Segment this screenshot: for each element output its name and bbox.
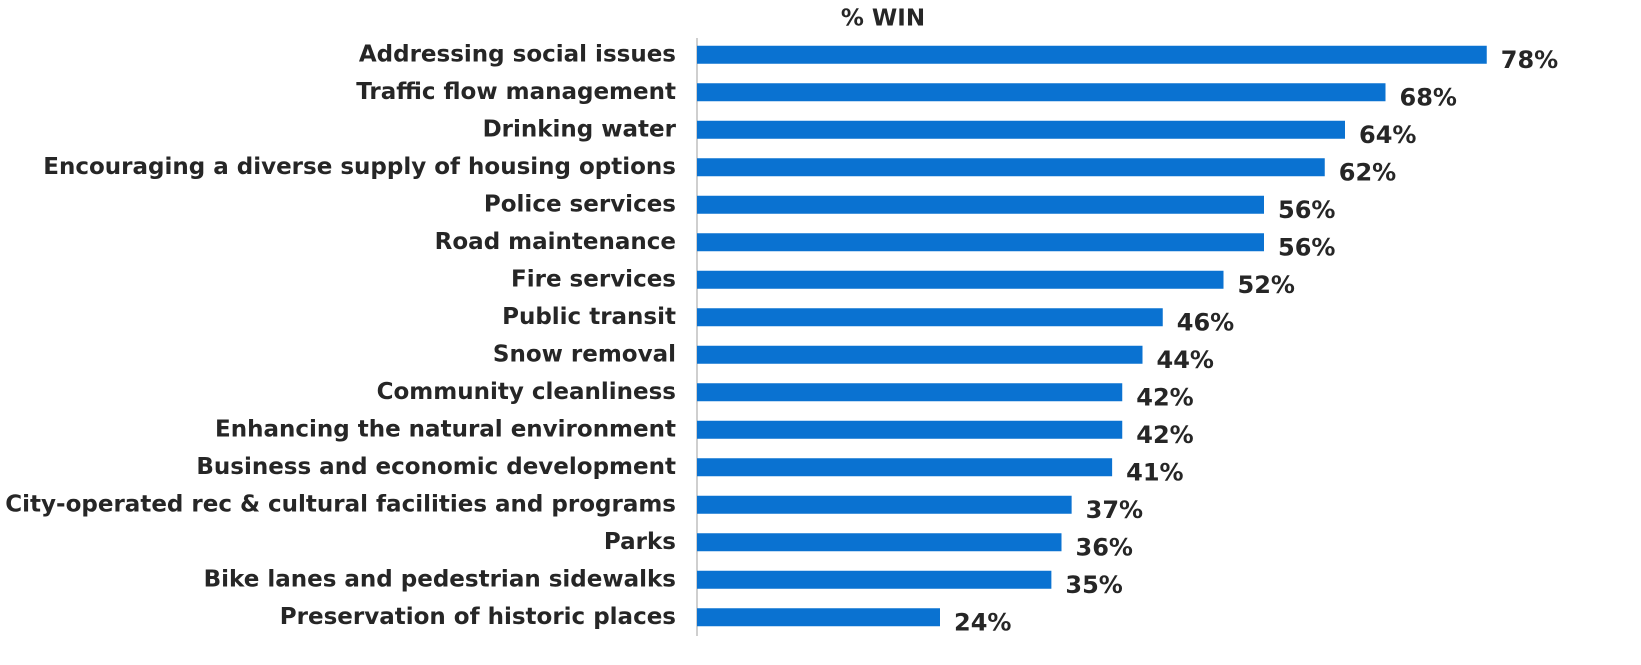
- bar: [697, 158, 1325, 177]
- bar: [697, 195, 1264, 214]
- category-label: Encouraging a diverse supply of housing …: [43, 154, 676, 180]
- bar: [697, 120, 1345, 139]
- bar: [697, 608, 940, 627]
- category-label: Business and economic development: [196, 454, 676, 480]
- value-label: 78%: [1501, 46, 1558, 74]
- category-label: Snow removal: [493, 341, 676, 367]
- bar: [697, 383, 1123, 402]
- bar: [697, 45, 1487, 64]
- category-label: Drinking water: [483, 116, 677, 142]
- bar: [697, 495, 1072, 514]
- value-label: 46%: [1177, 308, 1234, 336]
- value-label: 44%: [1157, 346, 1214, 374]
- bar: [697, 570, 1052, 589]
- value-label: 37%: [1086, 496, 1143, 524]
- category-label: Addressing social issues: [359, 41, 676, 67]
- value-label: 42%: [1136, 383, 1193, 411]
- bar: [697, 270, 1224, 289]
- value-label: 35%: [1065, 571, 1122, 599]
- category-label: Bike lanes and pedestrian sidewalks: [204, 566, 676, 592]
- category-label: Public transit: [502, 304, 676, 330]
- bar: [697, 533, 1062, 552]
- value-label: 42%: [1136, 421, 1193, 449]
- value-label: 41%: [1126, 458, 1183, 486]
- value-label: 64%: [1359, 121, 1416, 149]
- category-label: Road maintenance: [435, 229, 676, 255]
- bar: [697, 420, 1123, 439]
- value-label: 68%: [1400, 83, 1457, 111]
- value-label: 36%: [1076, 533, 1133, 561]
- value-label: 56%: [1278, 196, 1335, 224]
- bar: [697, 233, 1264, 252]
- value-label: 24%: [954, 608, 1011, 636]
- category-label: Police services: [484, 191, 676, 217]
- chart-title: % WIN: [841, 6, 925, 32]
- bar: [697, 83, 1386, 102]
- category-label: City-operated rec & cultural facilities …: [5, 491, 676, 517]
- category-label: Parks: [604, 529, 676, 555]
- category-label: Preservation of historic places: [280, 604, 676, 630]
- category-label: Fire services: [511, 266, 676, 292]
- category-label: Enhancing the natural environment: [215, 416, 676, 442]
- bar: [697, 458, 1113, 477]
- category-label: Community cleanliness: [377, 379, 676, 405]
- bar: [697, 345, 1143, 364]
- value-label: 62%: [1339, 158, 1396, 186]
- value-label: 52%: [1238, 271, 1295, 299]
- bar: [697, 308, 1163, 327]
- value-label: 56%: [1278, 233, 1335, 261]
- category-label: Traffic flow management: [356, 79, 676, 105]
